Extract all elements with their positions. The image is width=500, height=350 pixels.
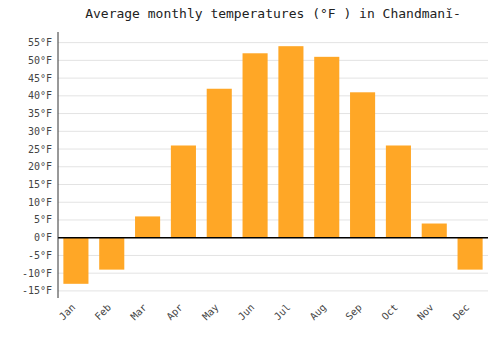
y-tick-label: -10°F: [22, 268, 52, 279]
x-tick-label: Feb: [93, 302, 114, 323]
y-tick-label: 15°F: [28, 179, 52, 190]
chart-title: Average monthly temperatures (°F ) in Ch…: [85, 6, 461, 21]
bar: [207, 89, 232, 238]
y-tick-label: 10°F: [28, 197, 52, 208]
y-tick-label: 0°F: [34, 232, 52, 243]
x-tick-label: Sep: [343, 302, 364, 323]
bar: [458, 238, 483, 270]
grid-line: [58, 131, 488, 132]
x-tick-label: Jun: [236, 302, 257, 323]
grid-line: [58, 273, 488, 274]
grid-line: [58, 166, 488, 167]
grid-line: [58, 237, 488, 238]
bar: [314, 57, 339, 238]
bar: [99, 238, 124, 270]
grid-line: [58, 184, 488, 185]
y-tick-label: -15°F: [22, 285, 52, 296]
x-tick-label: May: [200, 302, 221, 323]
bar: [135, 216, 160, 237]
grid-line: [58, 95, 488, 96]
grid-line: [58, 202, 488, 203]
grid-line: [58, 113, 488, 114]
bar: [278, 46, 303, 238]
x-tick-label: Jul: [272, 302, 293, 323]
bar: [350, 92, 375, 237]
x-tick-label: Oct: [379, 302, 400, 323]
y-axis-line: [58, 32, 59, 298]
bar: [422, 224, 447, 238]
y-tick-label: 30°F: [28, 126, 52, 137]
y-tick-label: 45°F: [28, 73, 52, 84]
grid-line: [58, 219, 488, 220]
y-tick-label: 50°F: [28, 55, 52, 66]
y-tick-label: 25°F: [28, 144, 52, 155]
bar: [63, 238, 88, 284]
y-tick-label: 55°F: [28, 37, 52, 48]
y-tick-label: -5°F: [28, 250, 52, 261]
bar: [171, 145, 196, 237]
y-tick-label: 5°F: [34, 214, 52, 225]
bar: [243, 53, 268, 237]
x-tick-label: Jan: [57, 302, 78, 323]
grid-line: [58, 78, 488, 79]
grid-line: [58, 290, 488, 291]
grid: [58, 43, 488, 291]
x-tick-label: Dec: [451, 302, 472, 323]
zero-line: [58, 237, 488, 239]
bar: [386, 145, 411, 237]
chart: Average monthly temperatures (°F ) in Ch…: [0, 0, 500, 350]
grid-line: [58, 60, 488, 61]
y-tick-label: 40°F: [28, 90, 52, 101]
y-tick-label: 35°F: [28, 108, 52, 119]
grid-line: [58, 42, 488, 43]
x-tick-label: Nov: [415, 302, 436, 323]
x-tick-label: Mar: [128, 302, 149, 323]
x-tick-label: Aug: [308, 302, 329, 323]
grid-line: [58, 149, 488, 150]
x-tick-label: Apr: [164, 302, 185, 323]
y-tick-label: 20°F: [28, 161, 52, 172]
bars: [63, 46, 482, 284]
